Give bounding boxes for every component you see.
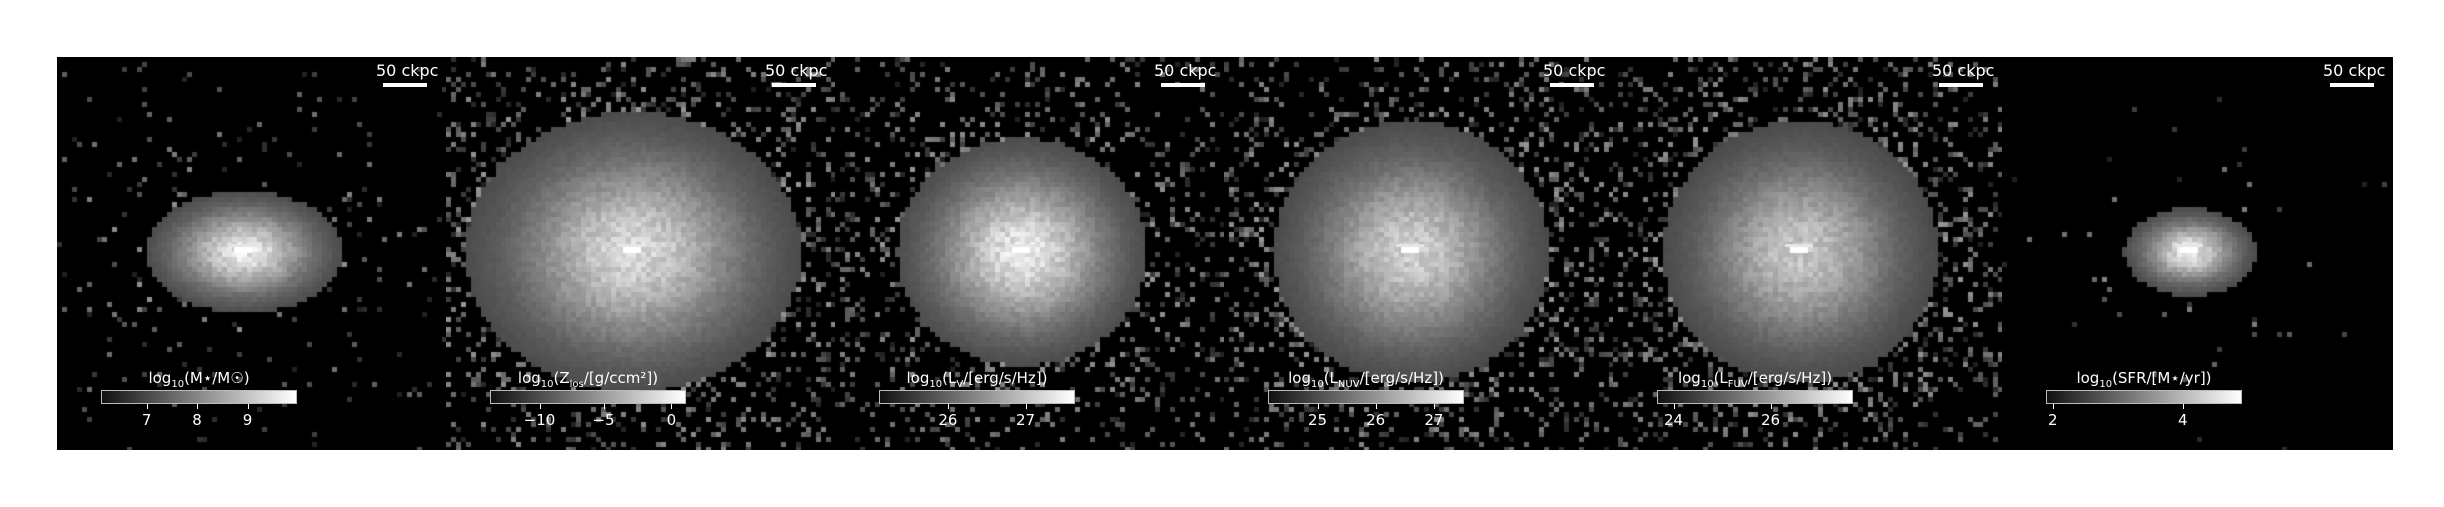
scale-bar-label: 50 ckpc — [1543, 61, 1606, 80]
stellar-mass-map — [57, 57, 446, 450]
colorbar-tick — [197, 404, 199, 409]
colorbar-label: log10(SFR/[M⋆/yr]) — [2046, 369, 2242, 394]
scale-bar: 50 ckpc — [376, 61, 439, 87]
colorbar-label-sub: V — [956, 379, 964, 390]
colorbar-gradient — [490, 390, 686, 404]
colorbar-gradient — [101, 390, 297, 404]
sfr-map — [2002, 57, 2393, 450]
colorbar-label-sub: NUV — [1337, 379, 1360, 390]
colorbar-label-main: (L — [942, 369, 957, 387]
fuv-luminosity-map — [1613, 57, 2002, 450]
scale-bar-label: 50 ckpc — [1154, 61, 1217, 80]
panel-v-luminosity: 50 ckpc log10(LV/[erg/s/Hz]) 26 27 — [835, 57, 1224, 450]
colorbar-label-tail: /[erg/s/Hz]) — [1747, 369, 1833, 387]
scale-bar-line — [1161, 83, 1205, 87]
panel-stellar-mass: 50 ckpc log10(M⋆/M☉) 7 8 9 — [57, 57, 446, 450]
colorbar-label-base: 10 — [171, 379, 185, 390]
colorbar-tick-label: 26 — [1366, 411, 1386, 429]
colorbar-tick-label: 2 — [2048, 411, 2058, 429]
colorbar-label-main: (L — [1713, 369, 1728, 387]
colorbar-tick — [1433, 404, 1435, 409]
metallicity-map — [446, 57, 835, 450]
colorbar-label-tail: /[erg/s/Hz]) — [1359, 369, 1444, 387]
scale-bar-line — [1939, 83, 1983, 87]
colorbar-label-main: (Z — [553, 369, 570, 387]
colorbar-gradient — [879, 390, 1075, 404]
scale-bar: 50 ckpc — [765, 61, 828, 87]
colorbar-tick — [146, 404, 148, 409]
colorbar-label-prefix: log — [1288, 369, 1311, 387]
colorbar-gradient — [2046, 390, 2242, 404]
colorbar-label-base: 10 — [929, 379, 943, 390]
colorbar-label-base: 10 — [1310, 379, 1324, 390]
colorbar-tick-label: −5 — [592, 411, 615, 429]
colorbar-tick-label: 26 — [938, 411, 958, 429]
v-luminosity-map — [835, 57, 1224, 450]
scale-bar-label: 50 ckpc — [765, 61, 828, 80]
scale-bar-line — [772, 83, 816, 87]
scale-bar: 50 ckpc — [2323, 61, 2386, 87]
panel-fuv-luminosity: 50 ckpc log10(LFUV/[erg/s/Hz]) 24 26 — [1613, 57, 2002, 450]
scale-bar: 50 ckpc — [1154, 61, 1217, 87]
colorbar-tick — [1375, 404, 1377, 409]
panel-nuv-luminosity: 50 ckpc log10(LNUV/[erg/s/Hz]) 25 26 27 — [1224, 57, 1613, 450]
scale-bar: 50 ckpc — [1932, 61, 1995, 87]
colorbar-tick — [539, 404, 541, 409]
scale-bar-line — [1550, 83, 1594, 87]
colorbar-label-base: 10 — [2099, 379, 2113, 390]
scale-bar-line — [2330, 83, 2374, 87]
colorbar-label: log10(M⋆/M☉) — [101, 369, 297, 394]
colorbar-label-tail: /[g/ccm²]) — [583, 369, 659, 387]
colorbar-label: log10(LFUV/[erg/s/Hz]) — [1657, 369, 1853, 394]
colorbar-label-prefix: log — [906, 369, 930, 387]
colorbar-label: log10(LV/[erg/s/Hz]) — [879, 369, 1075, 394]
colorbar-tick — [2182, 404, 2184, 409]
colorbar-label: log10(LNUV/[erg/s/Hz]) — [1268, 369, 1464, 394]
colorbar-gradient — [1268, 390, 1464, 404]
colorbar-tick — [1770, 404, 1772, 409]
colorbar-tick-label: 27 — [1015, 411, 1036, 429]
colorbar-tick-label: 25 — [1307, 411, 1328, 429]
colorbar-tick-label: −10 — [523, 411, 556, 429]
panel-metallicity: 50 ckpc log10(Zlos/[g/ccm²]) −10 −5 0 — [446, 57, 835, 450]
colorbar-tick — [947, 404, 949, 409]
colorbar-label-prefix: log — [148, 369, 172, 387]
panel-sfr: 50 ckpc log10(SFR/[M⋆/yr]) 2 4 — [2002, 57, 2393, 450]
colorbar-tick-label: 7 — [141, 411, 152, 429]
colorbar-tick-label: 24 — [1663, 411, 1684, 429]
colorbar-label-prefix: log — [1677, 369, 1701, 387]
colorbar-label-main: (M⋆/M☉) — [184, 369, 250, 387]
colorbar-tick — [1673, 404, 1675, 409]
colorbar-label-prefix: log — [2076, 369, 2100, 387]
colorbar-label-prefix: log — [517, 369, 541, 387]
nuv-luminosity-map — [1224, 57, 1613, 450]
colorbar-label: log10(Zlos/[g/ccm²]) — [490, 369, 686, 394]
colorbar-gradient — [1657, 390, 1853, 404]
colorbar-label-sub: FUV — [1727, 379, 1748, 390]
scale-bar-label: 50 ckpc — [376, 61, 439, 80]
scale-bar: 50 ckpc — [1543, 61, 1606, 87]
scale-bar-line — [383, 83, 427, 87]
colorbar-tick — [1317, 404, 1319, 409]
colorbar-tick — [671, 404, 673, 409]
colorbar-label-base: 10 — [1700, 379, 1714, 390]
colorbar-tick — [1025, 404, 1027, 409]
colorbar-label-tail: /[erg/s/Hz]) — [963, 369, 1048, 387]
scale-bar-label: 50 ckpc — [2323, 61, 2386, 80]
colorbar-label-base: 10 — [540, 379, 554, 390]
colorbar-tick — [247, 404, 249, 409]
colorbar-label-sub: los — [569, 379, 584, 390]
colorbar-label-main: (SFR/[M⋆/yr]) — [2112, 369, 2212, 387]
colorbar-tick — [2052, 404, 2054, 409]
colorbar-tick — [603, 404, 605, 409]
colorbar-tick-label: 0 — [666, 411, 677, 429]
colorbar-tick-label: 9 — [242, 411, 253, 429]
scale-bar-label: 50 ckpc — [1932, 61, 1995, 80]
colorbar-tick-label: 26 — [1760, 411, 1781, 429]
colorbar-tick-label: 27 — [1424, 411, 1444, 429]
colorbar-label-main: (L — [1323, 369, 1338, 387]
colorbar-tick-label: 8 — [192, 411, 202, 429]
colorbar-tick-label: 4 — [2178, 411, 2188, 429]
